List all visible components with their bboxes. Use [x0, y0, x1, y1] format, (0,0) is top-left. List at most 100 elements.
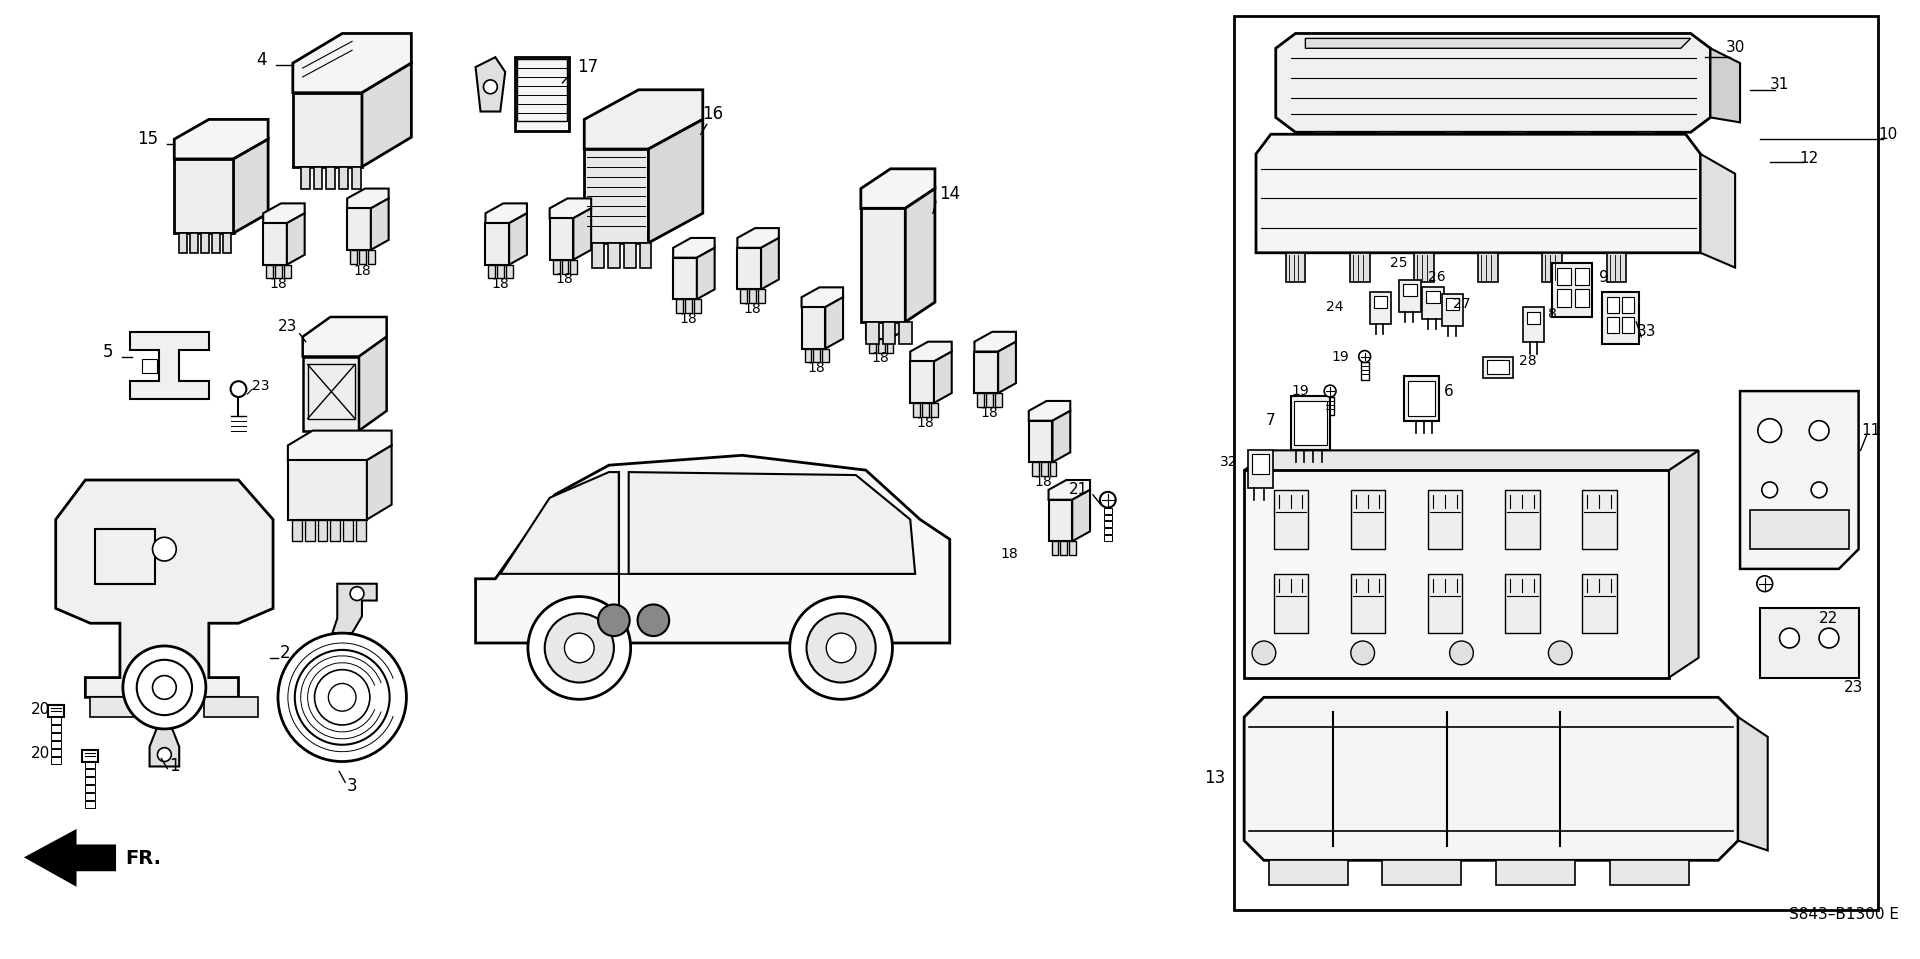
Bar [1749, 509, 1849, 550]
Bar [326, 167, 336, 189]
Bar [516, 59, 568, 122]
Bar [50, 717, 61, 724]
Polygon shape [801, 288, 843, 307]
Bar [1269, 860, 1348, 885]
Polygon shape [27, 830, 115, 885]
Bar [1294, 401, 1327, 445]
Bar [507, 265, 513, 278]
Polygon shape [1668, 451, 1699, 678]
Polygon shape [628, 472, 916, 573]
Circle shape [1352, 641, 1375, 665]
Bar [292, 520, 301, 541]
Bar [1315, 132, 1332, 157]
Polygon shape [549, 219, 574, 260]
Bar [1041, 462, 1048, 476]
Bar [624, 243, 636, 268]
Bar [317, 520, 328, 541]
Bar [359, 249, 367, 264]
Bar [1104, 507, 1112, 514]
Bar [190, 233, 198, 253]
Polygon shape [975, 352, 998, 393]
Bar [591, 243, 605, 268]
Polygon shape [131, 332, 209, 399]
Bar [1557, 290, 1571, 307]
Bar [1582, 573, 1617, 633]
Bar [1400, 280, 1421, 312]
Bar [50, 733, 61, 739]
Polygon shape [1256, 134, 1701, 253]
Polygon shape [584, 149, 649, 243]
Text: FR.: FR. [125, 849, 161, 868]
Polygon shape [574, 208, 591, 260]
Polygon shape [1275, 34, 1711, 132]
Polygon shape [263, 203, 305, 223]
Polygon shape [674, 258, 697, 299]
Circle shape [315, 669, 371, 725]
Bar [349, 249, 357, 264]
Polygon shape [288, 431, 392, 460]
Polygon shape [303, 317, 386, 357]
Text: 19: 19 [1331, 349, 1350, 363]
Bar [1352, 490, 1386, 550]
Bar [204, 697, 257, 717]
Bar [866, 322, 879, 343]
Circle shape [230, 382, 246, 397]
Bar [1446, 298, 1459, 310]
Bar [749, 290, 756, 303]
Bar [90, 697, 144, 717]
Text: 18: 18 [916, 415, 933, 430]
Bar [1052, 541, 1058, 555]
Polygon shape [760, 238, 780, 290]
Polygon shape [1029, 421, 1052, 462]
Text: 32: 32 [1219, 456, 1236, 469]
Bar [1352, 573, 1386, 633]
Polygon shape [549, 199, 591, 219]
Circle shape [123, 646, 205, 729]
Polygon shape [363, 63, 411, 167]
Bar [1622, 317, 1634, 333]
Circle shape [1450, 641, 1473, 665]
Bar [1488, 361, 1509, 374]
Circle shape [806, 614, 876, 683]
Circle shape [278, 633, 407, 761]
Bar [676, 299, 684, 313]
Bar [1248, 451, 1273, 488]
Polygon shape [1711, 48, 1740, 123]
Polygon shape [737, 228, 780, 247]
Bar [1444, 132, 1461, 157]
Text: 9: 9 [1599, 270, 1609, 285]
Bar [275, 265, 282, 278]
Bar [868, 339, 876, 353]
Polygon shape [1306, 38, 1692, 48]
Bar [814, 349, 820, 363]
Polygon shape [476, 456, 950, 643]
Polygon shape [359, 337, 386, 431]
Text: 7: 7 [1265, 413, 1275, 429]
Polygon shape [294, 34, 411, 93]
Text: 18: 18 [1035, 475, 1052, 489]
Polygon shape [501, 472, 618, 573]
Text: 23: 23 [1843, 680, 1862, 695]
Text: 2: 2 [280, 643, 290, 662]
Bar [83, 750, 98, 761]
Text: 19: 19 [1292, 385, 1309, 398]
Text: 26: 26 [1428, 270, 1446, 285]
Circle shape [564, 633, 593, 663]
Polygon shape [1048, 480, 1091, 500]
Circle shape [157, 748, 171, 761]
Polygon shape [1244, 470, 1668, 678]
Bar [1607, 297, 1619, 313]
Polygon shape [286, 213, 305, 265]
Bar [1507, 132, 1526, 157]
Bar [1542, 253, 1563, 282]
Circle shape [1100, 492, 1116, 507]
Bar [1574, 134, 1588, 154]
Bar [553, 260, 559, 273]
Text: 33: 33 [1636, 324, 1655, 339]
Polygon shape [371, 199, 388, 249]
Text: 15: 15 [136, 130, 157, 149]
Bar [887, 339, 893, 353]
Bar [877, 339, 885, 353]
Polygon shape [866, 277, 908, 297]
Text: 16: 16 [703, 105, 724, 124]
